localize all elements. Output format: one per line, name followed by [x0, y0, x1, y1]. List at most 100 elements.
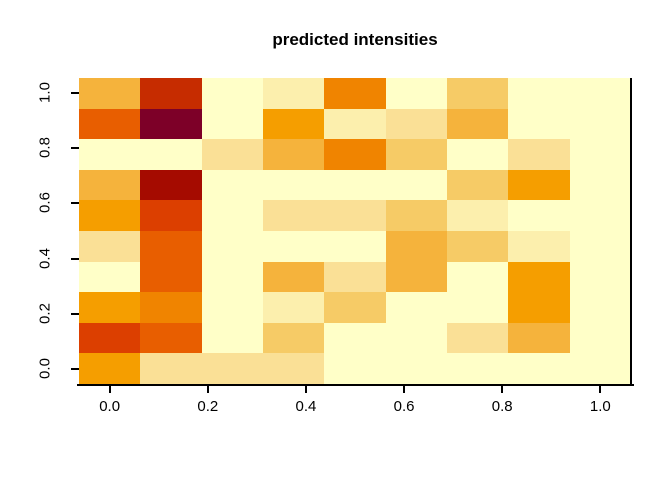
heatmap-cell [385, 169, 447, 201]
y-tick-label: 0.0 [36, 357, 54, 379]
heatmap-cell [324, 322, 386, 354]
heatmap-cell [569, 169, 631, 201]
heatmap-cell [140, 322, 202, 354]
heatmap-cell [140, 78, 202, 109]
heatmap-cell [201, 231, 263, 262]
heatmap-cell [508, 108, 570, 140]
heatmap-cell [508, 200, 570, 231]
heatmap-cell [446, 78, 509, 109]
heatmap-cell [569, 200, 631, 231]
x-tick [501, 386, 504, 393]
heatmap-cell [446, 261, 509, 293]
y-tick [71, 367, 79, 370]
heatmap-cell [446, 322, 509, 354]
heatmap-cell [569, 292, 631, 323]
heatmap-cell [446, 292, 509, 323]
heatmap-cell [385, 139, 447, 170]
heatmap-cell [385, 108, 447, 140]
heatmap-cell [385, 231, 447, 262]
heatmap-cell [324, 353, 386, 384]
x-tick-label: 0.0 [99, 398, 121, 415]
heatmap-cell [79, 108, 141, 140]
heatmap-cell [140, 261, 202, 293]
heatmap-cell [262, 261, 325, 293]
heatmap-cell [569, 231, 631, 262]
x-tick [108, 386, 111, 393]
heatmap-cell [79, 139, 141, 170]
heatmap-cell [324, 139, 386, 170]
heatmap-cell [79, 200, 141, 231]
heatmap-cell [324, 200, 386, 231]
heatmap-cell [79, 231, 141, 262]
heatmap-cell [140, 169, 202, 201]
heatmap-cell [446, 139, 509, 170]
heatmap-cell [201, 169, 263, 201]
heatmap-cell [324, 231, 386, 262]
heatmap-cell [446, 169, 509, 201]
heatmap-cell [201, 200, 263, 231]
y-tick [71, 147, 79, 150]
y-tick [71, 202, 79, 205]
heatmap-cell [262, 139, 325, 170]
heatmap-cell [201, 322, 263, 354]
heatmap-cell [385, 200, 447, 231]
x-tick [304, 386, 307, 393]
heatmap-cell [79, 322, 141, 354]
y-tick-label: 0.4 [36, 247, 54, 269]
y-tick-label: 0.8 [36, 137, 54, 159]
heatmap-cell [79, 353, 141, 384]
heatmap-cell [140, 200, 202, 231]
heatmap-cell [262, 108, 325, 140]
plot-title: predicted intensities [272, 30, 438, 49]
heatmap-cell [508, 78, 570, 109]
y-tick-label: 0.6 [36, 192, 54, 214]
x-tick-label: 0.2 [197, 398, 219, 415]
heatmap-cell [262, 231, 325, 262]
heatmap-cell [508, 169, 570, 201]
heatmap-cell [324, 78, 386, 109]
heatmap-grid [79, 78, 631, 384]
heatmap-cell [201, 78, 263, 109]
x-tick-label: 1.0 [589, 398, 611, 415]
heatmap-cell [446, 200, 509, 231]
heatmap-cell [385, 322, 447, 354]
x-axis-line [77, 384, 634, 386]
heatmap-cell [385, 353, 447, 384]
heatmap-cell [385, 292, 447, 323]
heatmap-cell [569, 108, 631, 140]
x-tick-label: 0.4 [295, 398, 317, 415]
x-tick [206, 386, 209, 393]
heatmap-cell [446, 353, 509, 384]
heatmap-cell [79, 169, 141, 201]
heatmap-cell [569, 261, 631, 293]
heatmap-cell [569, 139, 631, 170]
heatmap-cell [508, 292, 570, 323]
heatmap-cell [201, 292, 263, 323]
x-tick [599, 386, 602, 393]
heatmap-cell [140, 139, 202, 170]
y-tick [71, 312, 79, 315]
heatmap-cell [201, 353, 263, 384]
heatmap-cell [262, 322, 325, 354]
heatmap-cell [262, 200, 325, 231]
heatmap-cell [508, 231, 570, 262]
heatmap-cell [79, 292, 141, 323]
x-tick [403, 386, 406, 393]
heatmap-cell [508, 322, 570, 354]
heatmap-cell [508, 261, 570, 293]
heatmap-cell [385, 78, 447, 109]
plot-right-border [630, 78, 632, 384]
heatmap-cell [79, 261, 141, 293]
heatmap-cell [324, 261, 386, 293]
heatmap-cell [446, 231, 509, 262]
heatmap-cell [140, 292, 202, 323]
heatmap-cell [79, 78, 141, 109]
heatmap-cell [262, 292, 325, 323]
heatmap-cell [324, 292, 386, 323]
heatmap-cell [385, 261, 447, 293]
heatmap-cell [140, 231, 202, 262]
y-tick-label: 0.2 [36, 302, 54, 324]
heatmap-cell [201, 261, 263, 293]
heatmap-cell [324, 108, 386, 140]
